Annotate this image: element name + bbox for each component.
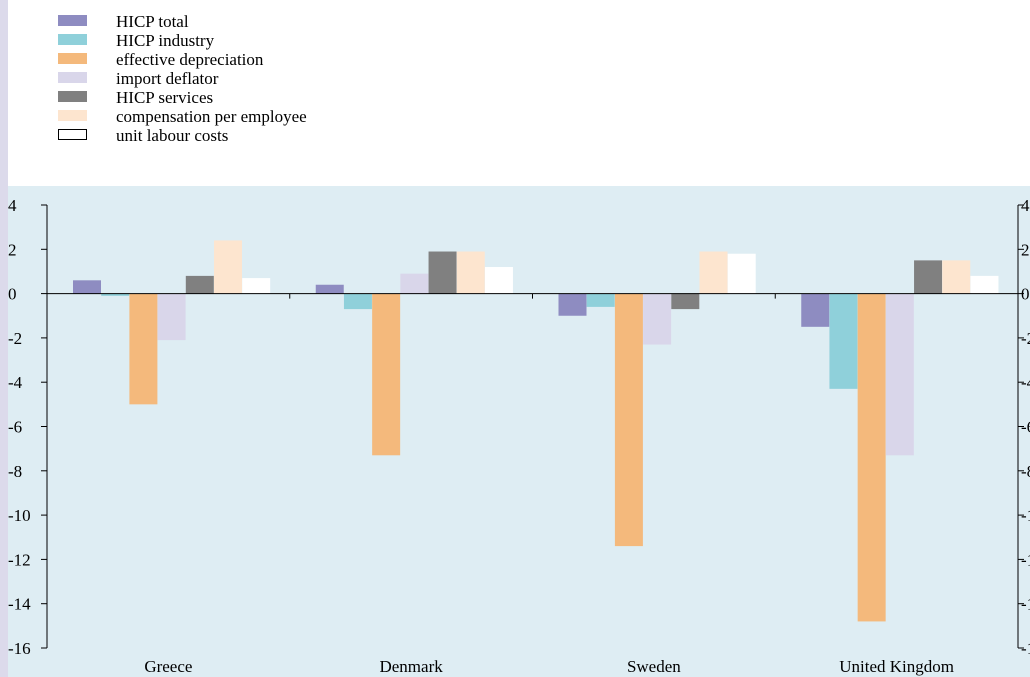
y-tick-label-left: -12 xyxy=(8,550,31,569)
legend-label: compensation per employee xyxy=(116,107,307,126)
y-tick-label-right: -2 xyxy=(1021,329,1030,348)
bar xyxy=(586,293,615,307)
bar xyxy=(829,293,858,389)
legend-label: HICP total xyxy=(116,12,189,31)
bar xyxy=(129,293,158,405)
bar xyxy=(885,293,914,456)
bar xyxy=(400,273,429,294)
y-tick-label-right: -4 xyxy=(1021,373,1030,392)
bar xyxy=(914,260,943,294)
x-tick-label: Denmark xyxy=(379,657,443,676)
legend-swatch xyxy=(58,91,87,102)
bar xyxy=(857,293,886,622)
bar xyxy=(343,293,372,310)
bar xyxy=(101,293,130,296)
legend-label: HICP services xyxy=(116,88,214,107)
bar xyxy=(185,275,214,294)
bar xyxy=(73,280,101,294)
bar xyxy=(970,275,999,294)
y-tick-label-right: -14 xyxy=(1021,595,1030,614)
y-tick-label-left: 4 xyxy=(8,196,17,215)
legend-label: unit labour costs xyxy=(116,126,229,145)
y-tick-label-right: 0 xyxy=(1021,285,1030,304)
legend-label: import deflator xyxy=(116,69,219,88)
y-tick-label-left: 2 xyxy=(8,240,17,259)
bar xyxy=(801,293,830,327)
y-tick-label-left: -6 xyxy=(8,418,22,437)
legend-swatch xyxy=(58,129,87,140)
y-tick-label-right: -10 xyxy=(1021,506,1030,525)
y-tick-label-right: -6 xyxy=(1021,418,1030,437)
x-tick-label: United Kingdom xyxy=(839,657,954,676)
y-tick-label-left: -16 xyxy=(8,639,31,658)
bar xyxy=(428,251,457,294)
x-tick-label: Greece xyxy=(144,657,192,676)
bar xyxy=(671,293,700,310)
legend-swatch xyxy=(58,72,87,83)
y-tick-label-left: -2 xyxy=(8,329,22,348)
y-tick-label-left: 0 xyxy=(8,285,17,304)
bar xyxy=(157,293,186,341)
bar xyxy=(643,293,672,345)
y-tick-label-left: -10 xyxy=(8,506,31,525)
bar xyxy=(484,267,513,294)
legend-swatch xyxy=(58,53,87,64)
x-tick-label: Sweden xyxy=(627,657,681,676)
y-tick-label-right: -8 xyxy=(1021,462,1030,481)
bar xyxy=(315,284,344,294)
bar xyxy=(214,240,242,294)
bar xyxy=(242,278,271,294)
bar xyxy=(558,293,587,316)
left-edge-strip xyxy=(0,0,8,677)
bar xyxy=(699,251,728,294)
bar xyxy=(942,260,971,294)
y-tick-label-left: -4 xyxy=(8,373,23,392)
legend-swatch xyxy=(58,34,87,45)
y-tick-label-right: 4 xyxy=(1021,196,1030,215)
y-tick-label-left: -8 xyxy=(8,462,22,481)
legend-swatch xyxy=(58,110,87,121)
y-tick-label-right: -16 xyxy=(1021,639,1030,658)
y-tick-label-left: -14 xyxy=(8,595,31,614)
legend-label: effective depreciation xyxy=(116,50,264,69)
bar xyxy=(372,293,401,456)
bar xyxy=(456,251,485,294)
y-tick-label-right: -12 xyxy=(1021,550,1030,569)
legend-swatch xyxy=(58,15,87,26)
y-tick-label-right: 2 xyxy=(1021,240,1030,259)
bar xyxy=(614,293,643,547)
bar xyxy=(727,253,756,294)
legend-label: HICP industry xyxy=(116,31,215,50)
